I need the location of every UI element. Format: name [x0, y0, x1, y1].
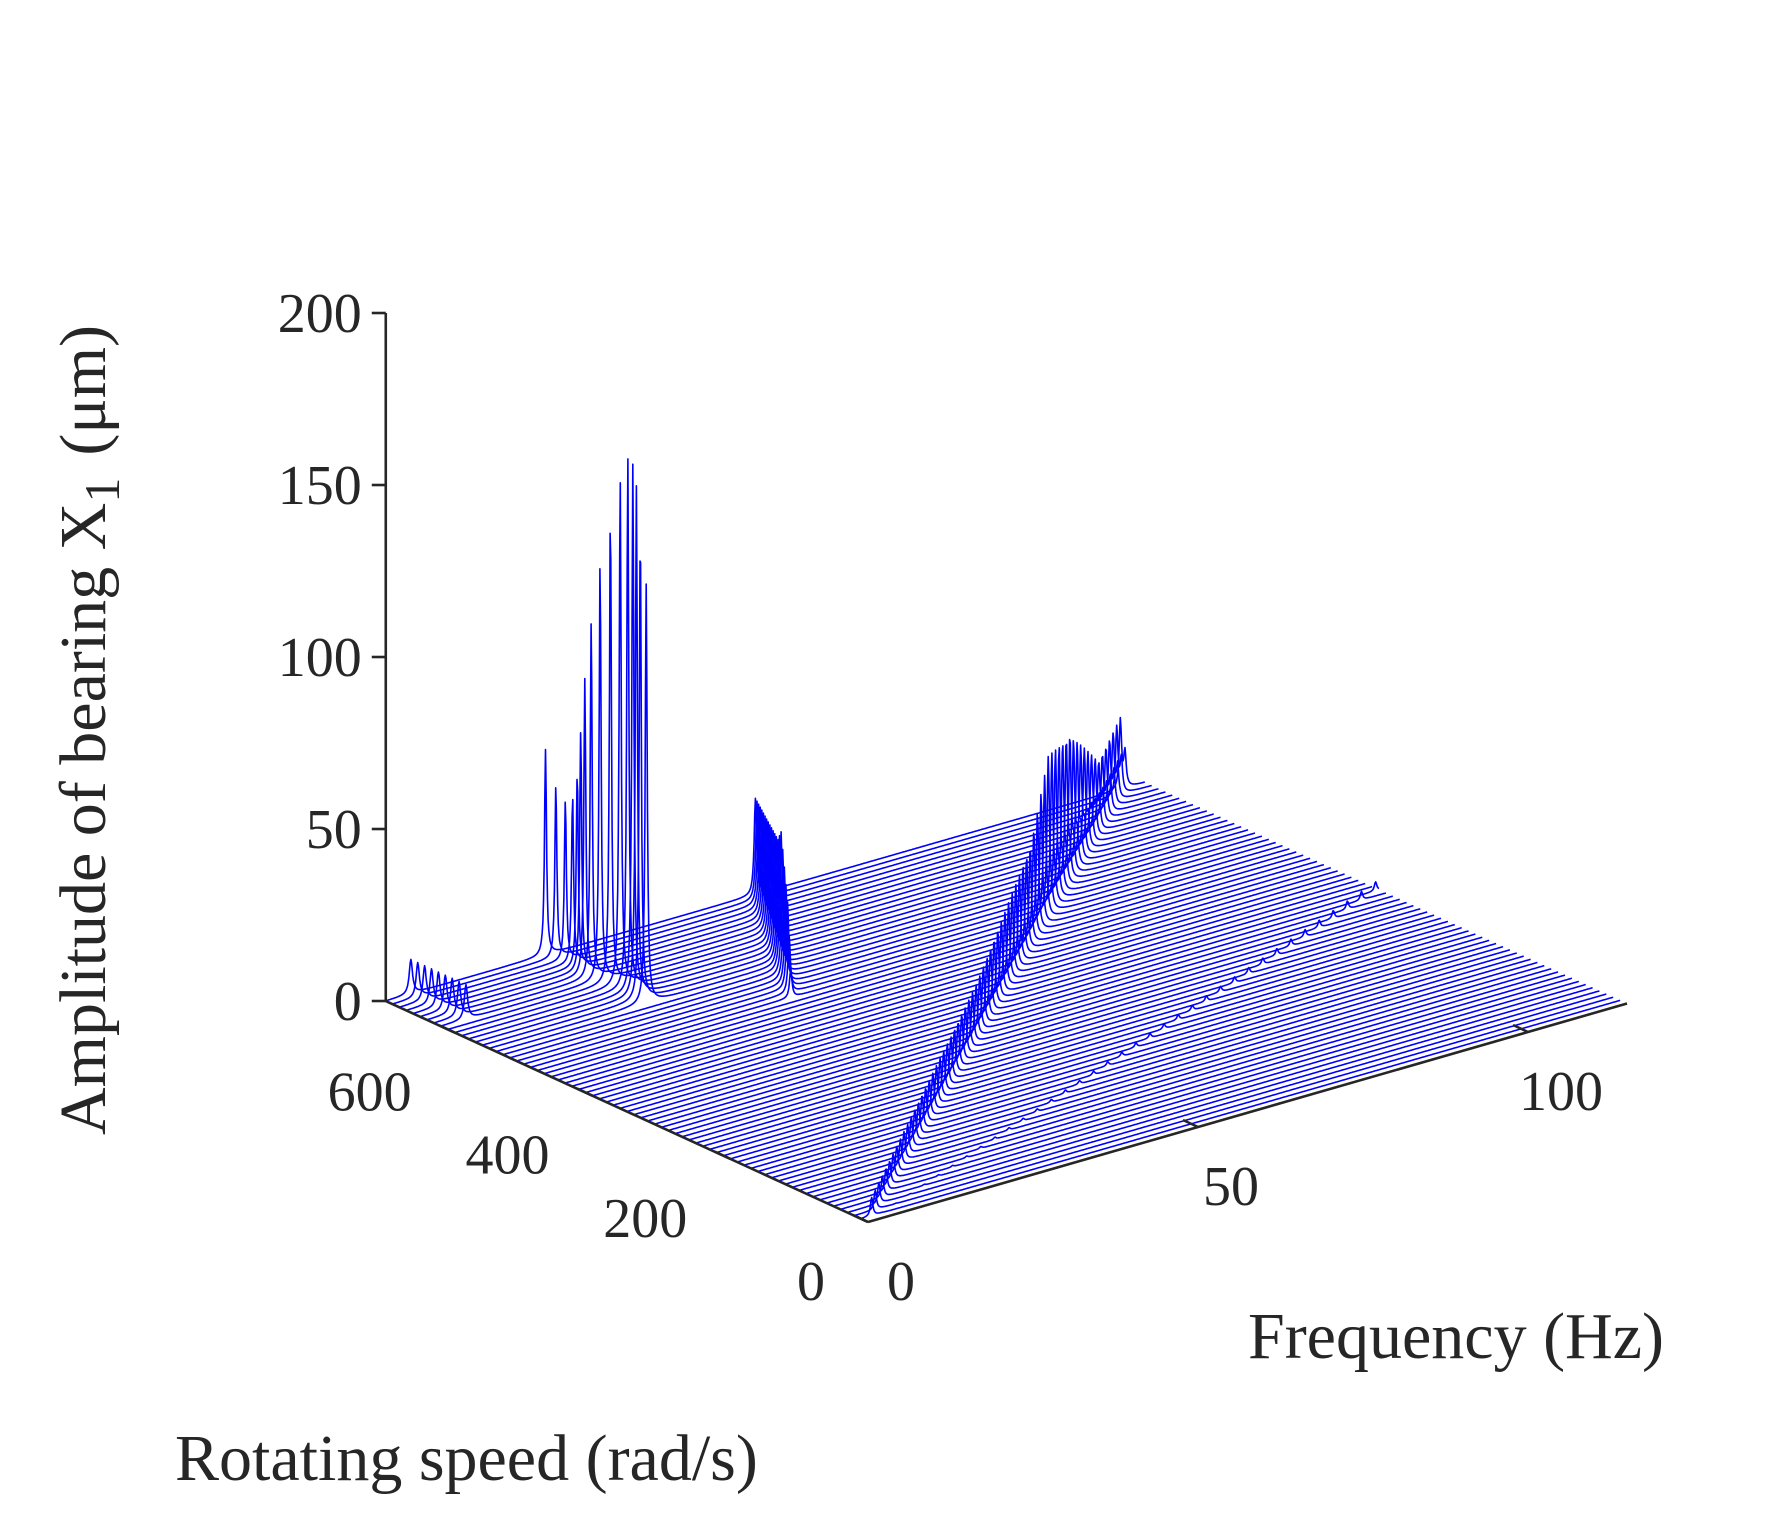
y-axis-label: Rotating speed (rad/s)	[175, 1422, 758, 1495]
spectrum-line	[764, 955, 1524, 1176]
spectrum-line	[743, 945, 1504, 1166]
spectrum-line	[619, 881, 1380, 1110]
spectrum-line	[640, 898, 1400, 1119]
spectrum-line	[537, 793, 1297, 1072]
waterfall-lines	[385, 458, 1621, 1220]
spectrum-line	[426, 677, 1187, 1021]
frequency-tick-mark	[1182, 1118, 1199, 1129]
frequency-tick-label: 100	[1519, 1061, 1603, 1123]
spectrum-line	[840, 990, 1600, 1211]
spectrum-line	[523, 755, 1283, 1065]
spectrum-line	[729, 939, 1490, 1160]
spectrum-line	[805, 974, 1566, 1195]
spectrum-line	[461, 458, 1221, 1037]
z-axis-label-subscript: 1	[74, 478, 130, 503]
spectrum-line	[785, 964, 1545, 1185]
spectrum-line	[626, 890, 1387, 1113]
spectrum-line	[447, 532, 1208, 1031]
spectrum-line	[454, 482, 1214, 1034]
spectrum-line	[647, 901, 1407, 1122]
x-axis-line	[867, 1002, 1628, 1224]
frequency-tick-mark	[852, 1213, 869, 1224]
spectrum-line	[688, 920, 1449, 1141]
spectrum-line	[695, 923, 1456, 1144]
speed-tick-label: 600	[328, 1062, 412, 1124]
spectrum-line	[557, 851, 1318, 1081]
z-tick-label: 100	[278, 627, 362, 689]
spectrum-line	[488, 583, 1249, 1050]
spectrum-line	[516, 752, 1276, 1062]
spectrum-line	[661, 908, 1421, 1129]
z-axis-label-main: Amplitude of bearing X	[47, 503, 120, 1135]
spectrum-line	[502, 747, 1263, 1056]
spectrum-line	[585, 873, 1345, 1094]
z-axis-label: Amplitude of bearing X1 (μm)	[47, 325, 130, 1135]
y-axis-line	[385, 999, 869, 1224]
spectrum-line	[716, 933, 1476, 1154]
z-tick-label: 0	[334, 971, 362, 1033]
spectrum-line	[592, 876, 1352, 1097]
spectrum-line	[571, 866, 1332, 1087]
z-tick-label: 50	[306, 799, 362, 861]
spectrum-line	[819, 980, 1580, 1201]
spectrum-line	[853, 996, 1614, 1217]
speed-tick-label: 400	[465, 1125, 549, 1187]
spectrum-line	[833, 986, 1593, 1207]
spectrum-line	[433, 623, 1194, 1024]
spectrum-line	[750, 949, 1511, 1170]
spectrum-line	[723, 936, 1483, 1157]
spectrum-line	[674, 914, 1435, 1135]
spectrum-line	[798, 971, 1559, 1192]
spectrum-line	[826, 983, 1586, 1204]
speed-tick-mark	[576, 1087, 593, 1097]
spectrum-line	[654, 904, 1414, 1125]
speed-tick-mark	[439, 1024, 456, 1034]
spectrum-line	[419, 732, 1180, 1018]
spectrum-line	[578, 870, 1338, 1091]
axes	[384, 313, 1628, 1224]
spectrum-line	[564, 858, 1325, 1084]
frequency-tick-mark	[1512, 1023, 1529, 1034]
spectrum-line	[736, 942, 1497, 1163]
spectrum-line	[860, 999, 1621, 1220]
tick-labels: 0 50 100 150 200 0 200 400 600 0 50 100	[278, 283, 1603, 1313]
spectrum-line	[668, 911, 1428, 1132]
spectrum-line	[481, 560, 1242, 1046]
z-axis-label-unit: (μm)	[47, 325, 120, 456]
spectrum-line	[847, 993, 1607, 1214]
spectrum-line	[509, 749, 1270, 1059]
tick-marks	[371, 311, 1529, 1224]
speed-tick-mark	[714, 1150, 731, 1161]
spectrum-line	[702, 926, 1462, 1147]
spectrum-line	[475, 485, 1235, 1043]
spectrum-line	[530, 774, 1290, 1069]
spectrum-line	[812, 977, 1573, 1198]
spectrum-line	[709, 930, 1469, 1151]
speed-tick-label: 0	[797, 1251, 825, 1313]
z-tick-label: 200	[278, 283, 362, 345]
z-tick-label: 150	[278, 455, 362, 517]
spectrum-line	[681, 917, 1442, 1138]
spectrum-line	[757, 952, 1518, 1173]
frequency-tick-label: 50	[1203, 1156, 1259, 1218]
spectrum-line	[495, 745, 1256, 1053]
spectrum-line	[550, 832, 1311, 1078]
spectrum-line	[771, 958, 1531, 1179]
spectrum-line	[543, 813, 1304, 1075]
frequency-tick-label: 0	[887, 1251, 915, 1313]
speed-tick-label: 200	[603, 1188, 687, 1250]
spectrum-line	[791, 968, 1552, 1189]
spectrum-line	[633, 895, 1393, 1116]
spectrum-line	[468, 463, 1228, 1040]
x-axis-label: Frequency (Hz)	[1248, 1300, 1664, 1373]
